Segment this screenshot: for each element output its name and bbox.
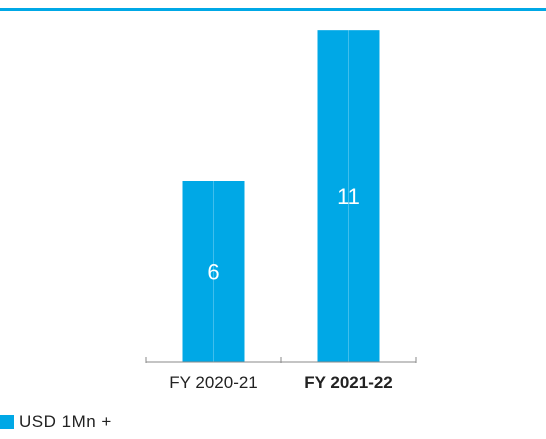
legend-swatch: [0, 415, 14, 429]
bar-1: [182, 181, 245, 362]
top-rule: [0, 8, 546, 11]
bar-chart: 6 11 FY 2020-21 FY 2021-22: [145, 30, 417, 392]
bar-1-value-label: 6: [207, 260, 219, 285]
x-tick-label-2: FY 2021-22: [304, 373, 393, 392]
bar-2: [317, 30, 380, 363]
x-tick-label-1: FY 2020-21: [169, 373, 258, 392]
legend-label: USD 1Mn +: [19, 412, 112, 431]
legend: USD 1Mn +: [0, 412, 112, 432]
bar-2-value-label: 11: [337, 184, 360, 209]
